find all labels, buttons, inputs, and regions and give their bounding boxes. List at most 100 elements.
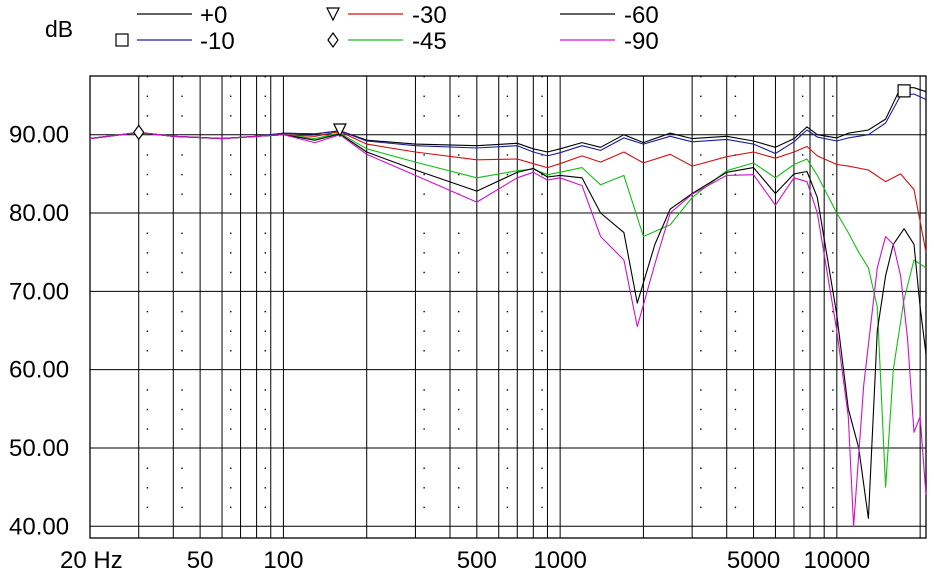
- grid-dot: [734, 350, 737, 352]
- grid-dot: [458, 506, 460, 509]
- grid-dot: [700, 487, 702, 489]
- grid-dot: [801, 154, 804, 156]
- grid-dot: [801, 330, 804, 332]
- grid-dot: [230, 193, 232, 195]
- grid-dot: [423, 310, 425, 313]
- grid-dot: [734, 428, 737, 430]
- legend-marker: [327, 31, 339, 49]
- grid-dot: [506, 173, 509, 176]
- grid-dot: [801, 173, 804, 176]
- grid-dot: [181, 115, 183, 117]
- grid-dot: [801, 115, 804, 117]
- grid-dot: [458, 95, 460, 97]
- grid-dot: [832, 310, 834, 313]
- grid-dot: [801, 310, 804, 313]
- grid-dot: [832, 330, 834, 332]
- series-line-2: [89, 93, 927, 157]
- grid-dot: [506, 389, 509, 391]
- grid-dot: [264, 232, 266, 235]
- grid-dot: [541, 173, 543, 176]
- grid-dot: [181, 408, 183, 411]
- grid-dot: [458, 408, 460, 411]
- grid-dot: [264, 487, 266, 489]
- grid-dot: [230, 428, 232, 430]
- grid-dot: [264, 389, 266, 391]
- grid-minor-dots: [146, 76, 834, 509]
- grid-dot: [700, 506, 702, 509]
- legend-item: -60: [560, 2, 659, 29]
- grid-dot: [506, 330, 509, 332]
- series-lines: [89, 87, 927, 527]
- grid-dot: [230, 252, 232, 254]
- grid-dot: [832, 115, 834, 117]
- grid-dot: [458, 252, 460, 254]
- grid-dot: [181, 154, 183, 156]
- grid-dot: [423, 330, 425, 332]
- grid-dot: [264, 428, 266, 430]
- grid-dot: [734, 271, 737, 274]
- grid-dot: [801, 408, 804, 411]
- grid-dot: [458, 467, 460, 469]
- grid-dot: [264, 252, 266, 254]
- grid-dot: [264, 193, 266, 195]
- grid-dot: [181, 76, 183, 78]
- grid-dot: [506, 487, 509, 489]
- grid-dot: [700, 428, 702, 430]
- grid-dot: [700, 330, 702, 332]
- grid-dot: [506, 95, 509, 97]
- grid-dot: [181, 95, 183, 97]
- grid-dot: [801, 506, 804, 509]
- grid-dot: [264, 173, 266, 176]
- grid-dot: [423, 428, 425, 430]
- grid-dot: [230, 95, 232, 97]
- grid-dot: [801, 428, 804, 430]
- grid-dot: [264, 271, 266, 274]
- series-line-3: [89, 131, 927, 253]
- grid-dot: [423, 154, 425, 156]
- grid-dot: [700, 232, 702, 235]
- grid-dot: [506, 115, 509, 117]
- grid-dot: [264, 506, 266, 509]
- series-line-6: [89, 131, 927, 527]
- grid-dot: [423, 389, 425, 391]
- grid-dot: [146, 428, 149, 430]
- grid-dot: [146, 232, 149, 235]
- y-tick-label: 80.00: [9, 200, 69, 227]
- grid-dot: [458, 330, 460, 332]
- grid-dot: [541, 506, 543, 509]
- grid-dot: [423, 487, 425, 489]
- grid-dot: [801, 271, 804, 274]
- grid-dot: [541, 232, 543, 235]
- grid-dot: [541, 154, 543, 156]
- grid-dot: [423, 193, 425, 195]
- grid-dot: [506, 506, 509, 509]
- legend-marker: [326, 7, 340, 22]
- grid-dot: [700, 193, 702, 195]
- legend-label: +0: [200, 2, 227, 29]
- grid-dot: [458, 232, 460, 235]
- grid-dot: [832, 389, 834, 391]
- grid-dot: [181, 271, 183, 274]
- grid-dot: [700, 350, 702, 352]
- grid-dot: [458, 350, 460, 352]
- grid-dot: [181, 487, 183, 489]
- legend-label: -60: [624, 2, 659, 29]
- grid-dot: [146, 76, 149, 78]
- grid-dot: [230, 389, 232, 391]
- grid-dot: [146, 467, 149, 469]
- grid-dot: [506, 467, 509, 469]
- grid-dot: [230, 310, 232, 313]
- grid-dot: [832, 350, 834, 352]
- grid-dot: [832, 173, 834, 176]
- x-tick-label: 100: [263, 547, 303, 574]
- y-tick-label: 50.00: [9, 435, 69, 462]
- x-tick-label: 20 Hz: [60, 547, 123, 574]
- grid-dot: [181, 350, 183, 352]
- grid-dot: [423, 173, 425, 176]
- grid-dot: [832, 271, 834, 274]
- grid-dot: [264, 95, 266, 97]
- grid-dot: [506, 428, 509, 430]
- grid-dot: [423, 271, 425, 274]
- grid-dot: [700, 95, 702, 97]
- x-tick-label: 1000: [533, 547, 586, 574]
